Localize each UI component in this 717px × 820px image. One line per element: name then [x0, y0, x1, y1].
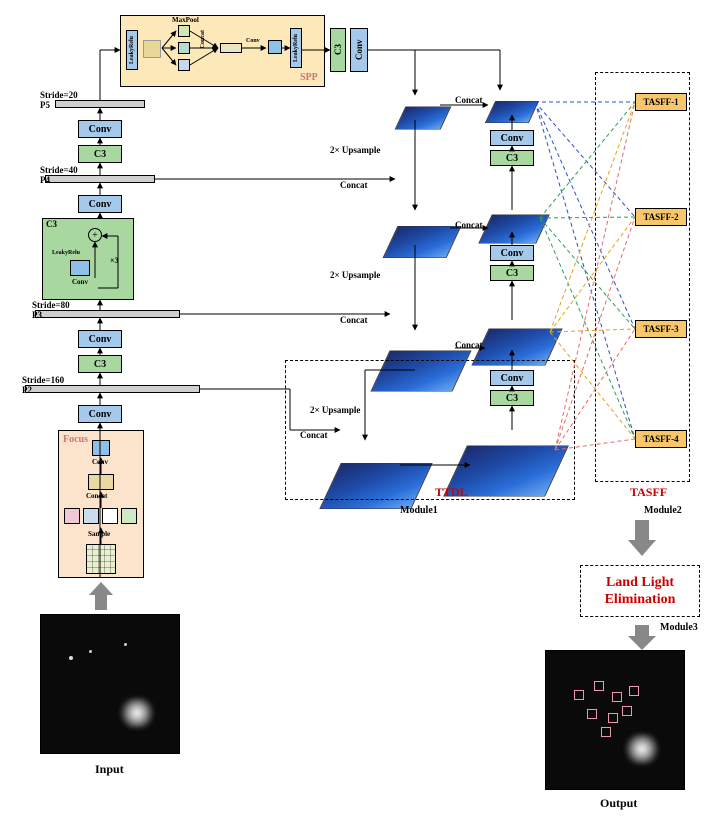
concat-bu-2: Concat	[455, 340, 483, 350]
tasff-title: TASFF	[630, 485, 667, 500]
bb-conv2: Conv	[78, 405, 122, 423]
c3-inner-conv-label: Conv	[72, 278, 88, 286]
spp-conv-inner-label: Conv	[246, 38, 260, 44]
spp-cube-out	[268, 40, 282, 54]
fm-top1	[395, 107, 452, 130]
tasff-2: TASFF-2	[635, 208, 687, 226]
focus-sq2	[83, 508, 99, 524]
post-spp-c3: C3	[330, 28, 346, 72]
input-label: Input	[95, 762, 124, 777]
spp-cube-in	[143, 40, 161, 58]
post-spp-conv: Conv	[350, 28, 368, 72]
spp-mp2	[178, 42, 190, 54]
c3-inner-cube	[70, 260, 90, 276]
focus-sample-label: Sample	[88, 530, 110, 538]
spp-maxpool-label: MaxPool	[172, 16, 199, 24]
tasff-3: TASFF-3	[635, 320, 687, 338]
focus-sq1	[64, 508, 80, 524]
input-image	[40, 614, 180, 754]
bb-conv5: Conv	[78, 120, 122, 138]
spp-leakyrelu-text: LeakyRelu	[129, 36, 135, 64]
ttdl-label: TTDL	[435, 485, 468, 500]
p2-slab	[25, 385, 200, 393]
p4-label: P4	[40, 175, 50, 185]
land-light-text: Land Light Elimination	[581, 574, 699, 609]
ttdl-box	[285, 360, 575, 500]
p3-slab	[35, 310, 180, 318]
bb-c3-5: C3	[78, 145, 122, 163]
spp-mp1	[178, 25, 190, 37]
p3-label: P3	[32, 310, 42, 320]
focus-title: Focus	[63, 434, 88, 445]
concat-bu-0: Concat	[455, 95, 483, 105]
module2-label: Module2	[644, 505, 682, 516]
p4-slab	[45, 175, 155, 183]
focus-concat-label: Concat	[86, 492, 107, 500]
concat-td-1: Concat	[340, 180, 368, 190]
up-conv-2: Conv	[490, 245, 534, 261]
spp-leakyrelu: LeakyRelu	[126, 30, 138, 70]
p2-stride: Stride=160	[22, 375, 64, 385]
p5-stride: Stride=20	[40, 90, 78, 100]
fm-mid1	[383, 226, 462, 258]
concat-bu-1: Concat	[455, 220, 483, 230]
spp-merge	[220, 43, 242, 53]
c3-leakyrelu: LeakyRelu	[52, 250, 80, 256]
c3-x3: ×3	[110, 256, 119, 265]
bb-c3-3: C3	[78, 355, 122, 373]
fm-r1	[485, 101, 539, 123]
focus-conv-label: Conv	[92, 458, 108, 466]
output-label: Output	[600, 796, 637, 811]
up-c3-1: C3	[490, 150, 534, 166]
bb-conv3: Conv	[78, 330, 122, 348]
focus-mid-cube	[88, 474, 114, 490]
c3-oplus: +	[88, 228, 102, 242]
spp-label: SPP	[300, 72, 318, 83]
up-c3-2: C3	[490, 265, 534, 281]
p4-stride: Stride=40	[40, 165, 78, 175]
module3-label: Module3	[660, 622, 698, 633]
c3-detail-title: C3	[46, 219, 57, 229]
spp-leakyrelu-out-text: LeakyRelu	[293, 34, 299, 62]
tasff-box	[595, 72, 690, 482]
bb-conv4: Conv	[78, 195, 122, 213]
focus-bottom-grid	[86, 544, 116, 574]
diagram-canvas: SPP LeakyRelu MaxPool Concat Conv LeakyR…	[0, 0, 717, 820]
module1-label: Module1	[400, 505, 438, 516]
output-image	[545, 650, 685, 790]
up-conv-1: Conv	[490, 130, 534, 146]
p2-label: P2	[22, 385, 32, 395]
upsample-2: 2× Upsample	[330, 270, 380, 280]
tasff-4: TASFF-4	[635, 430, 687, 448]
p3-stride: Stride=80	[32, 300, 70, 310]
focus-sq4	[121, 508, 137, 524]
focus-sq3	[102, 508, 118, 524]
spp-leakyrelu-out: LeakyRelu	[290, 28, 302, 68]
p5-slab	[55, 100, 145, 108]
p5-label: P5	[40, 100, 50, 110]
upsample-1: 2× Upsample	[330, 145, 380, 155]
tasff-1: TASFF-1	[635, 93, 687, 111]
spp-mp3	[178, 59, 190, 71]
fm-r2	[478, 215, 550, 244]
c3-detail-region	[42, 218, 134, 300]
focus-top-cube	[92, 440, 110, 456]
land-light-box: Land Light Elimination	[580, 565, 700, 617]
spp-concat-inner: Concat	[200, 30, 206, 48]
concat-td-2: Concat	[340, 315, 368, 325]
